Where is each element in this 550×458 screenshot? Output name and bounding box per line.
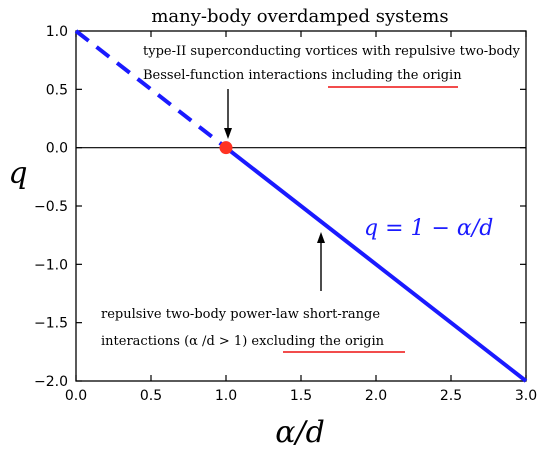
lower-annotation-underlined: excluding the origin	[251, 334, 384, 349]
y-tick-label: 0.0	[46, 141, 68, 157]
x-tick-label: 1.5	[290, 388, 312, 404]
marker-point	[219, 141, 233, 155]
upper-annotation-line2: Bessel-function interactions including t…	[143, 68, 462, 83]
y-tick-label: −0.5	[34, 199, 68, 215]
x-tick-label: 3.0	[515, 388, 537, 404]
x-tick-label: 0.5	[140, 388, 162, 404]
y-tick-label: −2.0	[34, 374, 68, 390]
lower-annotation-line2: interactions (α /d > 1) excluding the or…	[101, 334, 385, 349]
upper-annotation-plain: Bessel-function interactions	[143, 68, 331, 83]
x-tick-label: 2.5	[440, 388, 462, 404]
lower-arrow-head	[317, 232, 325, 243]
solid-series-line	[224, 146, 528, 383]
y-tick-label: 1.0	[46, 24, 68, 40]
upper-annotation-underlined: including the origin	[331, 68, 462, 83]
x-ticks: 0.0 0.5 1.0 1.5 2.0 2.5 3.0	[65, 31, 537, 404]
lower-annotation-line1: repulsive two-body power-law short-range	[101, 307, 380, 322]
lower-annotation-plain: interactions (α /d > 1)	[101, 334, 251, 349]
y-tick-label: −1.5	[34, 316, 68, 332]
x-axis-label: α/d	[275, 415, 325, 450]
y-tick-label: −1.0	[34, 257, 68, 273]
y-ticks: 1.0 0.5 0.0 −0.5 −1.0 −1.5 −2.0	[34, 24, 526, 390]
dashed-series-line	[74, 29, 228, 150]
x-tick-label: 1.0	[215, 388, 237, 404]
y-tick-label: 0.5	[46, 82, 68, 98]
x-tick-label: 0.0	[65, 388, 87, 404]
y-axis-label: q	[8, 156, 27, 191]
x-tick-label: 2.0	[365, 388, 387, 404]
upper-arrow-head	[224, 128, 232, 139]
equation-label: q = 1 − α/d	[364, 216, 493, 241]
upper-annotation-line1: type-II superconducting vortices with re…	[143, 44, 521, 59]
chart-title: many-body overdamped systems	[151, 6, 448, 27]
